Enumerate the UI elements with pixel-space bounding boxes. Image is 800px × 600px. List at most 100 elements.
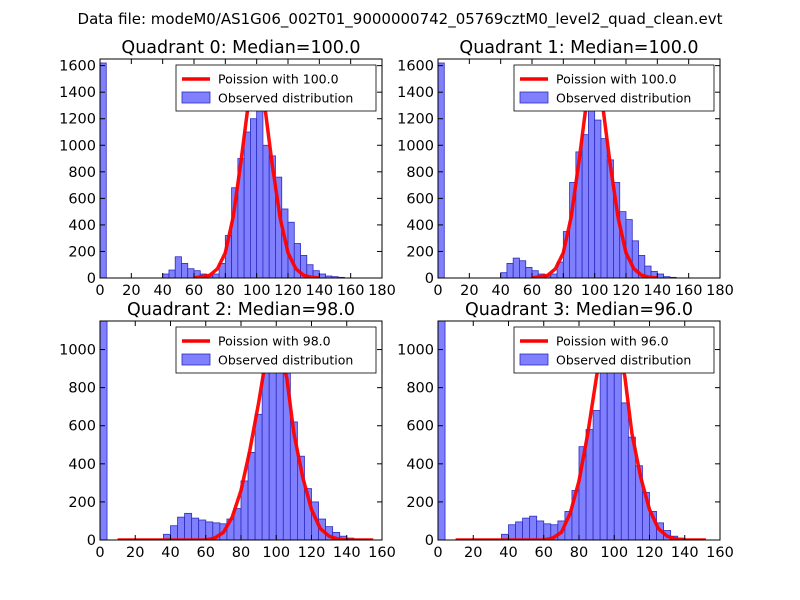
legend-label-observed: Observed distribution [556, 353, 691, 368]
x-tick-label: 140 [305, 283, 333, 299]
histogram-bar [656, 273, 664, 278]
y-tick-label: 400 [406, 457, 434, 473]
legend-bar-swatch [181, 91, 211, 104]
histogram-bar [620, 402, 629, 540]
legend: Poission with 96.0 Observed distribution [513, 326, 715, 374]
y-tick-label: 1400 [59, 85, 96, 101]
histogram-bar [181, 262, 189, 278]
subplot-quadrant-1: 0 20 40 60 80 100 120 140 160 180 0 200 400 600 800 100… [397, 38, 734, 299]
x-tick-label: 100 [600, 545, 628, 561]
histogram-bar [170, 525, 178, 540]
histogram-bar [506, 262, 514, 278]
x-tick-label: 20 [126, 545, 144, 561]
x-tick-label: 140 [333, 545, 361, 561]
x-tick-label: 0 [433, 283, 442, 299]
plot-content [438, 62, 677, 278]
y-tick-label: 400 [406, 218, 434, 234]
x-tick-label: 60 [523, 283, 541, 299]
y-tick-label: 0 [425, 271, 434, 287]
x-tick-label: 40 [153, 283, 171, 299]
y-tick-label: 1400 [397, 85, 434, 101]
legend-label-poisson: Poission with 98.0 [218, 334, 331, 349]
histogram-bar [512, 257, 520, 278]
x-tick-label: 100 [262, 545, 290, 561]
histogram-bar [256, 85, 264, 278]
x-tick-label: 0 [433, 545, 442, 561]
y-tick-label: 1000 [397, 138, 434, 154]
y-tick-label: 1200 [397, 112, 434, 128]
y-tick-label: 1600 [59, 59, 96, 75]
y-tick-label: 600 [68, 191, 96, 207]
histogram-bar [550, 273, 558, 278]
x-tick-label: 60 [535, 545, 553, 561]
x-tick-label: 0 [95, 545, 104, 561]
histogram-bar [529, 515, 538, 540]
y-tick-label: 800 [406, 381, 434, 397]
x-tick-label: 140 [671, 545, 699, 561]
legend-bar-swatch [181, 353, 211, 366]
subplot-quadrant-2: 0 20 40 60 80 100 120 140 160 0 200 400 600 800 1000 Qu… [59, 300, 396, 561]
y-tick-label: 400 [68, 218, 96, 234]
y-tick-label: 200 [68, 244, 96, 260]
histogram-bar [613, 372, 622, 540]
histogram-bar [198, 519, 207, 540]
x-tick-label: 20 [122, 283, 140, 299]
legend-label-poisson: Poission with 96.0 [556, 334, 669, 349]
y-tick-label: 600 [406, 191, 434, 207]
subplot-title: Quadrant 0: Median=100.0 [121, 38, 360, 58]
histogram-bar [177, 516, 186, 540]
histogram-bar [249, 118, 258, 278]
legend-label-poisson: Poission with 100.0 [556, 72, 677, 87]
y-tick-label: 0 [87, 533, 96, 549]
y-tick-label: 0 [87, 271, 96, 287]
legend-bar-swatch [519, 91, 549, 104]
legend-label-observed: Observed distribution [218, 91, 353, 106]
histogram-bar [100, 62, 107, 278]
y-tick-label: 1600 [397, 59, 434, 75]
legend: Poission with 98.0 Observed distribution [175, 326, 377, 374]
x-tick-label: 100 [581, 283, 609, 299]
x-tick-label: 40 [499, 545, 517, 561]
histogram-bar [588, 83, 596, 278]
histogram-bar [592, 410, 601, 540]
axes-frame [99, 58, 383, 279]
histogram-bar [581, 134, 589, 278]
y-tick-label: 1000 [397, 343, 434, 359]
histogram-bar [625, 219, 633, 278]
y-tick-label: 1200 [59, 112, 96, 128]
y-tick-label: 600 [406, 419, 434, 435]
y-tick-label: 200 [68, 495, 96, 511]
histogram-bar [187, 268, 195, 278]
y-tick-label: 400 [68, 457, 96, 473]
x-tick-label: 120 [274, 283, 302, 299]
y-tick-label: 1000 [59, 343, 96, 359]
subplot-title: Quadrant 3: Median=96.0 [465, 300, 693, 320]
x-tick-label: 80 [232, 545, 250, 561]
subplot-title: Quadrant 1: Median=100.0 [459, 38, 698, 58]
histogram-bar [168, 269, 176, 278]
histogram-bar [254, 413, 263, 540]
x-tick-label: 120 [298, 545, 326, 561]
x-tick-label: 20 [460, 283, 478, 299]
histogram-bar [438, 62, 445, 278]
histogram-bar [318, 273, 327, 278]
histogram-bar [536, 520, 545, 540]
histogram-bar [600, 138, 608, 278]
x-tick-label: 60 [185, 283, 203, 299]
histogram-bar [522, 517, 531, 540]
histogram-bar [100, 321, 108, 540]
histogram-bar [268, 345, 277, 540]
x-tick-label: 180 [368, 283, 396, 299]
subplots: 0 20 40 60 80 100 120 140 160 1800200400600800100… [59, 38, 734, 561]
y-tick-label: 200 [406, 495, 434, 511]
histogram-bar [606, 349, 615, 540]
x-tick-label: 80 [216, 283, 234, 299]
y-tick-label: 800 [68, 381, 96, 397]
x-tick-label: 60 [197, 545, 215, 561]
x-tick-label: 120 [636, 545, 664, 561]
histogram-bar [162, 273, 170, 278]
legend: Poission with 100.0 Observed distribution [175, 64, 377, 112]
x-tick-label: 40 [491, 283, 509, 299]
y-tick-label: 800 [68, 165, 96, 181]
